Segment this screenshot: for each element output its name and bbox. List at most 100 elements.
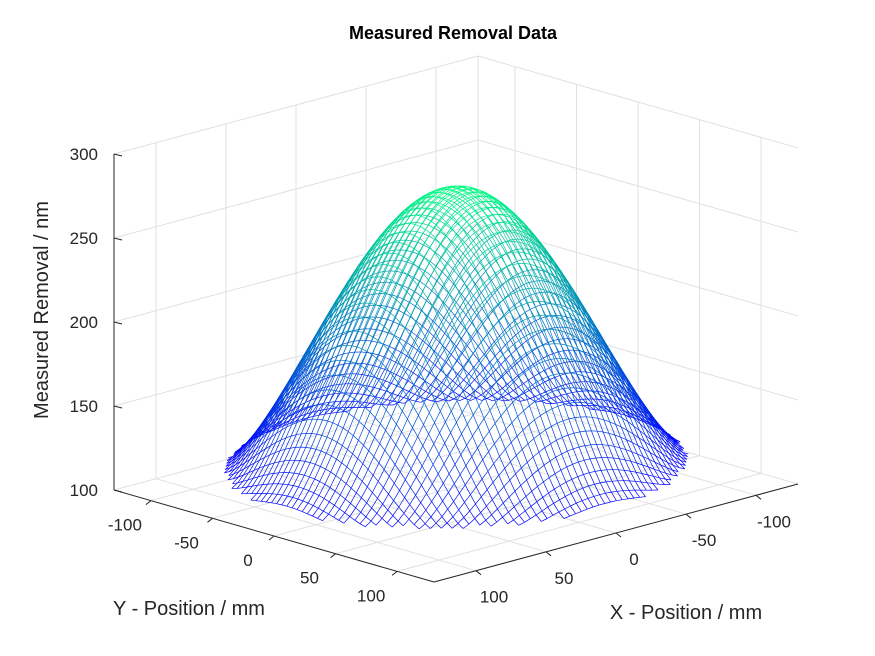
surface-edge — [445, 389, 453, 401]
surface-edge — [604, 407, 611, 412]
surface-edge — [406, 274, 413, 280]
surface-edge — [474, 228, 481, 234]
wall-gridline-z — [477, 55, 799, 149]
surface-edge — [333, 306, 340, 313]
surface-edge — [431, 295, 438, 306]
surface-edge — [324, 341, 331, 347]
surface-edge — [650, 439, 658, 445]
surface-edge — [555, 387, 562, 396]
surface-edge — [498, 214, 504, 223]
surface-edge — [375, 397, 382, 404]
surface-edge — [552, 283, 559, 288]
surface-edge — [578, 338, 585, 353]
surface-edge — [496, 381, 502, 396]
surface-edge — [631, 392, 637, 404]
surface-edge — [336, 458, 342, 464]
surface-edge — [480, 385, 487, 392]
surface-edge — [337, 424, 344, 429]
surface-edge — [477, 191, 484, 197]
surface-edge — [275, 439, 281, 444]
surface-edge — [597, 391, 604, 401]
surface-edge — [331, 455, 337, 460]
surface-edge — [604, 397, 611, 412]
surface-edge — [232, 476, 239, 485]
surface-edge — [536, 256, 543, 262]
surface-edge — [381, 383, 388, 390]
surface-edge — [552, 275, 559, 288]
surface-edge — [679, 463, 686, 466]
surface-edge — [411, 267, 419, 280]
surface-edge — [510, 294, 517, 308]
surface-edge — [432, 320, 440, 328]
surface-edge — [554, 266, 561, 277]
surface-edge — [571, 290, 577, 301]
surface-edge — [482, 216, 489, 221]
surface-edge — [381, 237, 389, 242]
surface-edge — [474, 362, 481, 372]
surface-edge — [611, 481, 618, 492]
surface-edge — [443, 199, 449, 203]
surface-edge — [287, 408, 294, 413]
surface-edge — [499, 281, 507, 286]
surface-edge — [575, 382, 583, 392]
surface-edge — [629, 470, 636, 482]
surface-edge — [237, 481, 243, 484]
surface-edge — [613, 371, 620, 379]
surface-edge — [416, 325, 423, 337]
surface-edge — [643, 448, 650, 453]
surface-edge — [339, 375, 346, 377]
surface-edge — [377, 340, 384, 345]
surface-edge — [363, 394, 370, 396]
surface-edge — [496, 374, 503, 382]
surface-edge — [400, 207, 408, 215]
surface-edge — [412, 278, 418, 285]
surface-edge — [483, 409, 491, 419]
surface-edge — [528, 419, 535, 426]
surface-edge — [254, 452, 261, 464]
surface-edge — [523, 383, 530, 391]
surface-edge — [385, 396, 393, 411]
surface-edge — [603, 399, 609, 402]
surface-edge — [367, 319, 374, 335]
surface-edge — [615, 424, 621, 438]
surface-edge — [477, 346, 485, 355]
surface-edge — [610, 410, 616, 425]
surface-edge — [398, 232, 405, 243]
surface-edge — [529, 263, 536, 267]
surface-edge — [370, 392, 377, 399]
surface-edge — [658, 432, 665, 442]
surface-edge — [498, 320, 505, 331]
surface-edge — [536, 347, 543, 363]
surface-edge — [389, 312, 396, 318]
surface-edge — [507, 393, 515, 399]
surface-edge — [505, 353, 512, 360]
surface-edge — [431, 388, 437, 395]
surface-edge — [428, 269, 435, 281]
surface-edge — [348, 304, 354, 308]
surface-edge — [583, 363, 590, 367]
surface-edge — [413, 371, 421, 386]
surface-edge — [533, 281, 541, 293]
surface-edge — [440, 248, 447, 258]
surface-edge — [466, 279, 473, 288]
surface-edge — [531, 246, 538, 251]
surface-edge — [477, 330, 484, 340]
surface-edge — [508, 348, 515, 363]
surface-edge — [480, 334, 488, 343]
surface-edge — [486, 286, 493, 296]
surface-edge — [454, 304, 461, 316]
surface-edge — [520, 234, 526, 245]
surface-edge — [516, 291, 523, 306]
surface-edge — [344, 282, 352, 295]
surface-edge — [527, 438, 535, 445]
surface-edge — [454, 211, 462, 217]
surface-edge — [614, 363, 621, 375]
surface-edge — [270, 433, 277, 446]
surface-edge — [467, 252, 474, 263]
surface-edge — [486, 280, 492, 287]
surface-edge — [343, 297, 350, 311]
surface-edge — [556, 305, 563, 309]
surface-edge — [377, 244, 384, 249]
surface-edge — [447, 186, 453, 190]
surface-edge — [501, 374, 508, 389]
